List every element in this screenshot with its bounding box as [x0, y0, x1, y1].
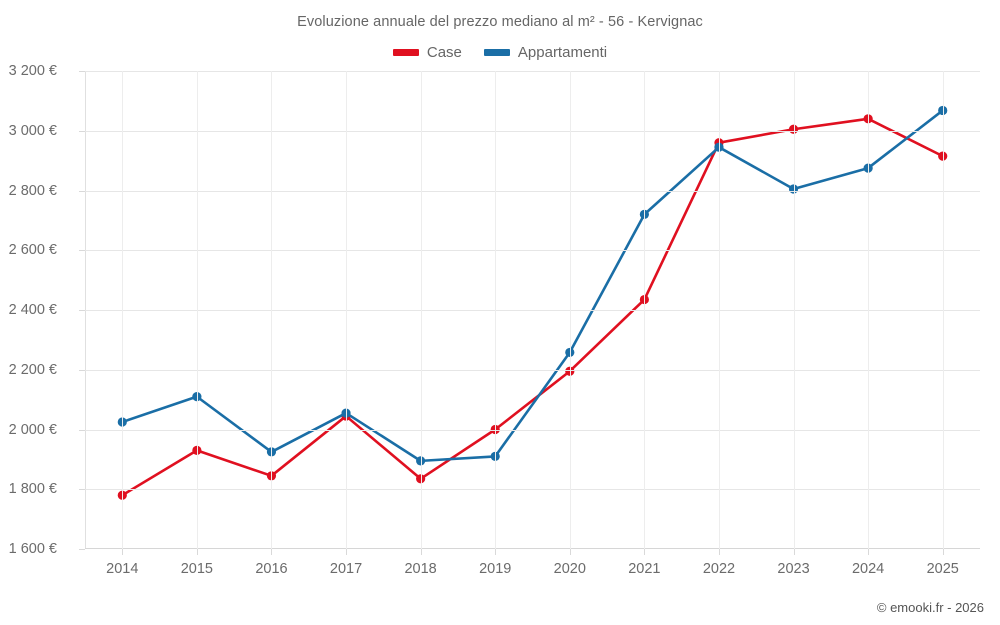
x-axis-label: 2022	[702, 561, 736, 577]
gridline-vertical	[420, 71, 422, 549]
y-axis-tick	[79, 489, 85, 491]
x-axis-tick	[271, 549, 273, 555]
x-axis-label: 2016	[255, 561, 288, 577]
legend-swatch-icon	[392, 49, 419, 56]
x-axis-tick	[942, 549, 944, 555]
y-axis-label: 2 400 €	[8, 302, 57, 318]
x-axis-tick	[569, 549, 571, 555]
gridline-vertical	[196, 71, 198, 549]
gridline-vertical	[718, 71, 720, 549]
gridline	[85, 190, 980, 192]
x-axis-tick	[644, 549, 646, 555]
x-axis-label: 2019	[479, 561, 512, 577]
gridline	[85, 489, 980, 491]
y-axis-tick	[79, 71, 85, 72]
y-axis-label: 3 000 €	[8, 122, 57, 139]
credit-text: © emooki.fr - 2026	[876, 600, 984, 615]
x-axis-label: 2018	[404, 561, 437, 577]
gridline-vertical	[644, 71, 646, 549]
x-axis-tick	[718, 549, 720, 555]
series-line-case	[120, 117, 945, 497]
x-axis-tick	[196, 549, 198, 555]
x-axis-label: 2021	[628, 561, 661, 577]
legend-label: Appartamenti	[517, 44, 608, 61]
gridline	[85, 71, 980, 72]
y-axis-tick	[79, 429, 85, 431]
x-axis-tick	[420, 549, 422, 555]
gridline-vertical	[122, 71, 124, 549]
gridline-vertical	[942, 71, 944, 549]
gridline-vertical	[271, 71, 273, 549]
gridline	[85, 250, 980, 252]
series-line-appartamenti	[120, 109, 945, 463]
x-axis-label: 2014	[106, 561, 139, 577]
plot-area: 1 600 € 1 800 € 2 000 € 2 200 € 2 400 € 2 600…	[9, 63, 980, 577]
x-axis-label: 2015	[180, 561, 214, 577]
x-axis-tick	[346, 549, 348, 555]
gridline	[85, 369, 980, 371]
gridline-vertical	[346, 71, 348, 549]
y-axis-label: 1 800 €	[8, 481, 57, 498]
gridline	[85, 130, 980, 132]
x-axis-label: 2025	[926, 561, 959, 577]
x-axis-line	[85, 548, 980, 549]
legend-swatch-icon	[483, 49, 510, 56]
x-axis-tick	[793, 549, 795, 555]
x-axis-tick	[122, 549, 124, 555]
gridline-vertical	[495, 71, 497, 549]
y-axis-tick	[79, 310, 85, 311]
x-axis-label: 2024	[851, 561, 885, 577]
y-axis-label: 2 200 €	[8, 361, 57, 378]
x-axis-label: 2020	[553, 561, 586, 577]
y-axis-tick	[79, 369, 85, 371]
gridline	[85, 429, 980, 431]
y-axis-label: 2 600 €	[8, 242, 57, 259]
gridline-vertical	[868, 71, 870, 549]
y-axis-tick	[79, 190, 85, 192]
x-axis-tick	[495, 549, 497, 555]
x-axis-label: 2017	[329, 561, 363, 577]
y-axis-label: 3 200 €	[8, 63, 57, 79]
chart-legend: Case Appartamenti	[0, 44, 1000, 61]
y-axis-tick	[79, 250, 85, 252]
y-axis-label: 2 800 €	[8, 182, 57, 199]
y-axis-tick	[79, 549, 85, 550]
legend-item-case[interactable]: Case	[392, 44, 462, 61]
gridline	[85, 310, 980, 311]
gridline-vertical	[569, 71, 571, 549]
legend-item-appartamenti[interactable]: Appartamenti	[483, 44, 608, 61]
y-axis-tick	[79, 130, 85, 132]
x-axis-tick	[868, 549, 870, 555]
chart-title: Evoluzione annuale del prezzo mediano al…	[297, 14, 703, 30]
x-axis-label: 2023	[777, 561, 810, 577]
y-axis-label: 1 600 €	[8, 541, 57, 557]
legend-label: Case	[426, 44, 462, 61]
y-axis-label: 2 000 €	[8, 421, 57, 438]
gridline-vertical	[793, 71, 795, 549]
